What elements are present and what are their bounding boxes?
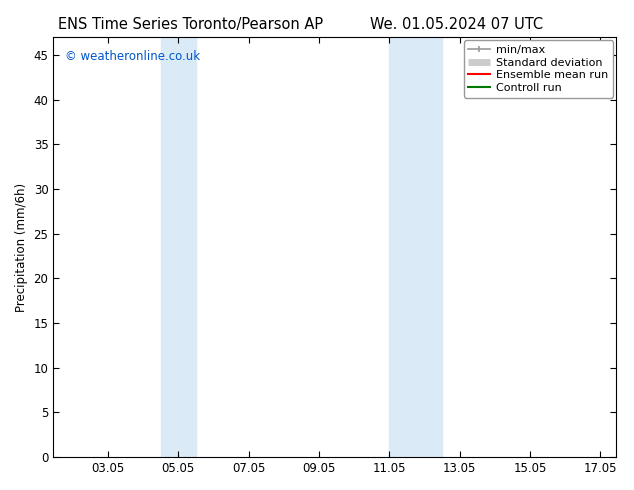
Bar — [160, 37, 196, 457]
Text: We. 01.05.2024 07 UTC: We. 01.05.2024 07 UTC — [370, 17, 543, 32]
Bar — [389, 37, 442, 457]
Text: © weatheronline.co.uk: © weatheronline.co.uk — [65, 49, 200, 63]
Text: ENS Time Series Toronto/Pearson AP: ENS Time Series Toronto/Pearson AP — [58, 17, 323, 32]
Legend: min/max, Standard deviation, Ensemble mean run, Controll run: min/max, Standard deviation, Ensemble me… — [464, 40, 612, 98]
Y-axis label: Precipitation (mm/6h): Precipitation (mm/6h) — [15, 183, 28, 312]
